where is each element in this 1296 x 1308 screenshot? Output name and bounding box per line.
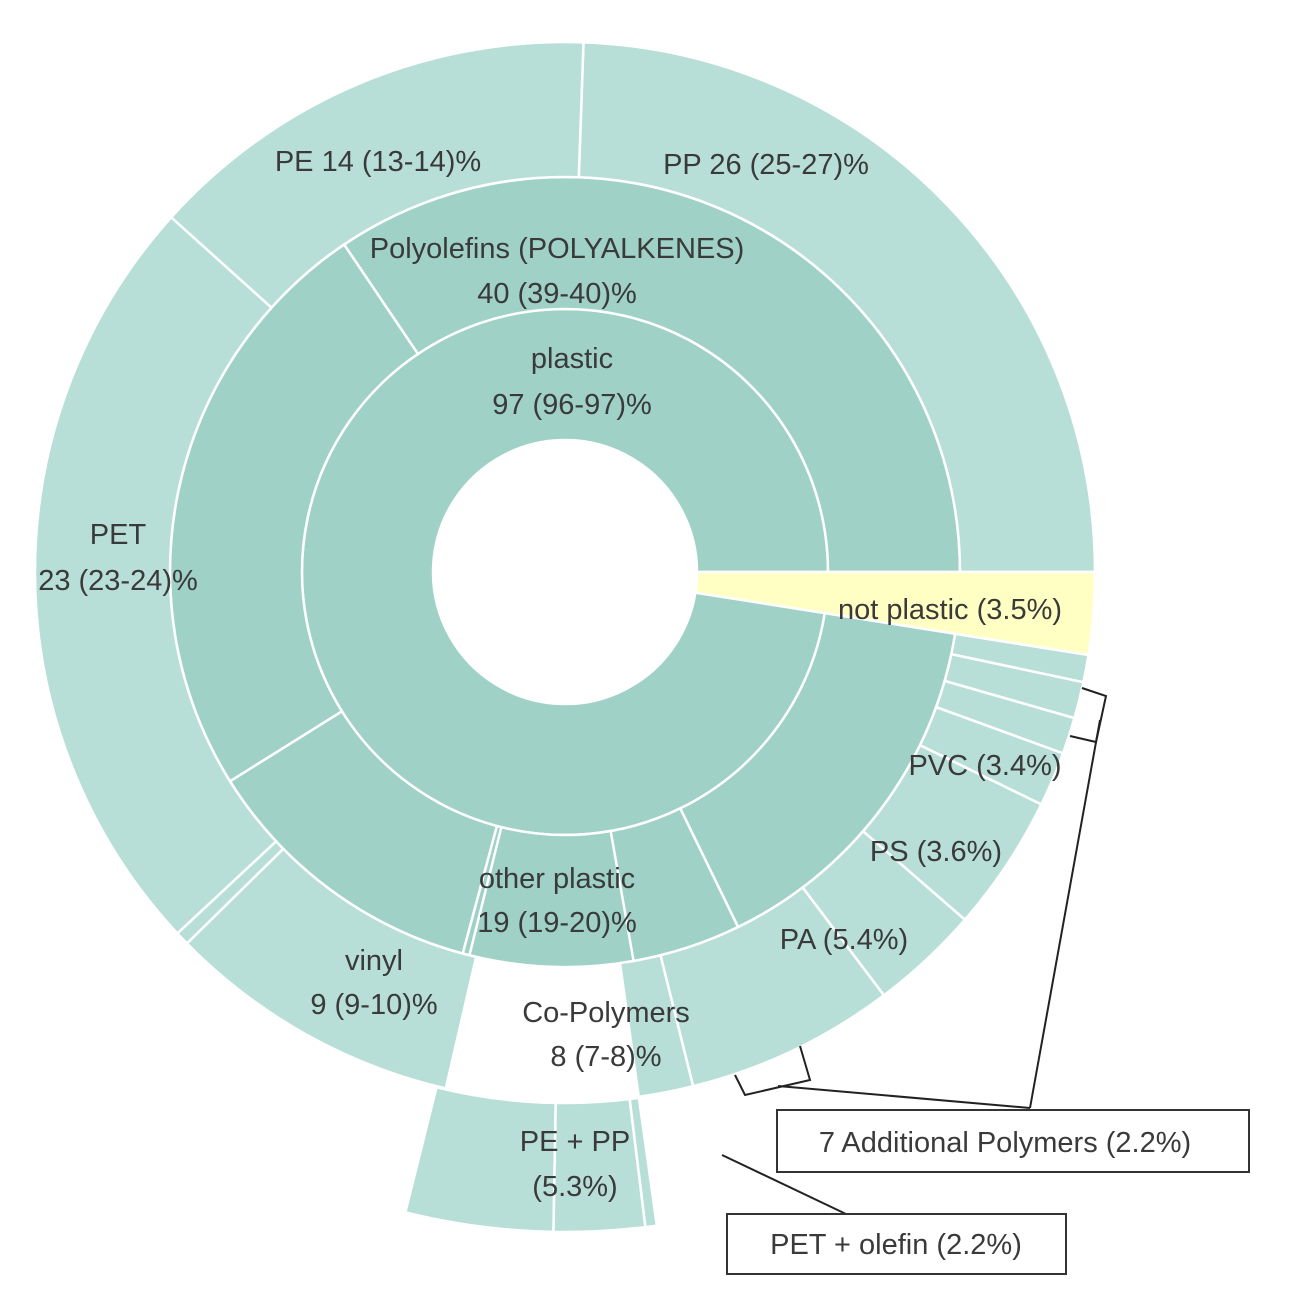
segment-vinyl <box>185 847 478 1090</box>
label-pvc: PVC (3.4%) <box>908 750 1061 782</box>
label-pe: PE 14 (13-14)% <box>275 146 481 178</box>
segment-pa <box>659 885 886 1088</box>
label-vinyl-value: 9 (9-10)% <box>310 989 437 1021</box>
segment-pe <box>169 40 585 310</box>
leader-tiny-polymers <box>1029 719 1101 1109</box>
segment-additional-small <box>618 953 695 1099</box>
leader-pet-olefin <box>721 1154 847 1215</box>
label-pet-value: 23 (23-24)% <box>38 565 198 597</box>
segment-tiny-polymers-2 <box>934 679 1077 755</box>
segment-co-polymers <box>467 825 636 969</box>
callout-additional-polymers: 7 Additional Polymers (2.2%) <box>776 1109 1250 1173</box>
label-polyolefins: Polyolefins (POLYALKENES) <box>370 233 744 265</box>
segment-pe-pp <box>403 1085 558 1234</box>
segment-pet-olefin-sliver <box>628 1096 659 1229</box>
label-not-plastic: not plastic (3.5%) <box>838 594 1062 626</box>
segment-tiny-polymers-1 <box>918 705 1065 807</box>
segment-pet-olefin <box>552 1097 647 1234</box>
segment-tiny-polymers-4 <box>949 632 1090 684</box>
label-plastic-value: 97 (96-97)% <box>492 389 652 421</box>
label-ps: PS (3.6%) <box>870 836 1002 868</box>
label-polyolefins-value: 40 (39-40)% <box>477 278 637 310</box>
label-vinyl: vinyl <box>345 945 403 977</box>
segment-not-plastic <box>693 570 1097 657</box>
segment-pp <box>577 41 1097 574</box>
segment-pvc <box>861 743 1044 922</box>
chart-labels: PP 26 (25-27)% PE 14 (13-14)% PET 23 (23… <box>38 146 1062 1203</box>
label-pa: PA (5.4%) <box>780 924 908 956</box>
segment-tiny-polymers-3 <box>943 652 1085 720</box>
label-co-polymers: Co-Polymers <box>522 997 690 1029</box>
callout-text-additional-polymers: 7 Additional Polymers (2.2%) <box>819 1127 1191 1159</box>
callout-text-pet-olefin: PET + olefin (2.2%) <box>770 1229 1022 1261</box>
callout-pet-olefin: PET + olefin (2.2%) <box>726 1213 1067 1275</box>
label-pe-pp: PE + PP <box>520 1126 630 1158</box>
callout-leaders <box>721 687 1108 1215</box>
callout-box-additional-polymers <box>776 1109 1250 1173</box>
leader-additional <box>777 1085 1031 1109</box>
bracket-tiny-polymers <box>1069 687 1108 744</box>
label-other-plastic: other plastic <box>479 863 635 895</box>
label-pe-pp-value: (5.3%) <box>532 1171 617 1203</box>
label-other-plastic-value: 19 (19-20)% <box>477 907 637 939</box>
segment-pet <box>33 215 278 936</box>
label-plastic: plastic <box>531 343 613 375</box>
label-pp: PP 26 (25-27)% <box>663 149 869 181</box>
label-co-polymers-value: 8 (7-8)% <box>550 1041 661 1073</box>
callout-box-pet-olefin <box>726 1213 1067 1275</box>
label-pet: PET <box>90 519 147 551</box>
chart-segments <box>33 40 1097 1234</box>
segment-ps <box>800 829 967 998</box>
bracket-additional <box>734 1045 812 1097</box>
